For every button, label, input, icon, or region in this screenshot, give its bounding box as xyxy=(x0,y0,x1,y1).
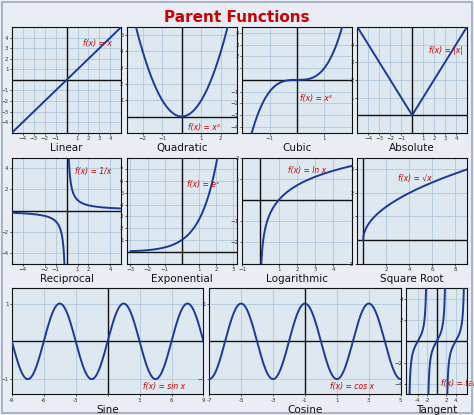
Text: Square Root: Square Root xyxy=(381,274,444,284)
Text: f(x) = sin x: f(x) = sin x xyxy=(143,381,185,391)
Text: Exponential: Exponential xyxy=(151,274,213,284)
Text: f(x) = ln x: f(x) = ln x xyxy=(288,166,326,175)
Text: f(x) = cos x: f(x) = cos x xyxy=(330,381,374,391)
Text: Reciprocal: Reciprocal xyxy=(40,274,93,284)
Text: f(x) = x³: f(x) = x³ xyxy=(300,94,331,103)
Text: f(x) = √x: f(x) = √x xyxy=(398,174,431,183)
Text: Cubic: Cubic xyxy=(283,143,311,153)
Text: f(x) = eˣ: f(x) = eˣ xyxy=(187,180,219,189)
Text: Cosine: Cosine xyxy=(287,405,323,415)
Text: f(x) = |x|: f(x) = |x| xyxy=(428,46,463,56)
Text: f(x) = x²: f(x) = x² xyxy=(188,122,219,132)
Text: Tangent: Tangent xyxy=(416,405,457,415)
Text: Linear: Linear xyxy=(50,143,83,153)
Text: f(x) = x: f(x) = x xyxy=(83,39,112,48)
Text: Logarithmic: Logarithmic xyxy=(266,274,328,284)
Text: f(x) = tan x: f(x) = tan x xyxy=(441,379,474,388)
Text: Absolute: Absolute xyxy=(389,143,435,153)
Text: f(x) = 1/x: f(x) = 1/x xyxy=(75,166,111,176)
Text: Quadratic: Quadratic xyxy=(156,143,208,153)
Text: Parent Functions: Parent Functions xyxy=(164,10,310,25)
Text: Sine: Sine xyxy=(96,405,119,415)
